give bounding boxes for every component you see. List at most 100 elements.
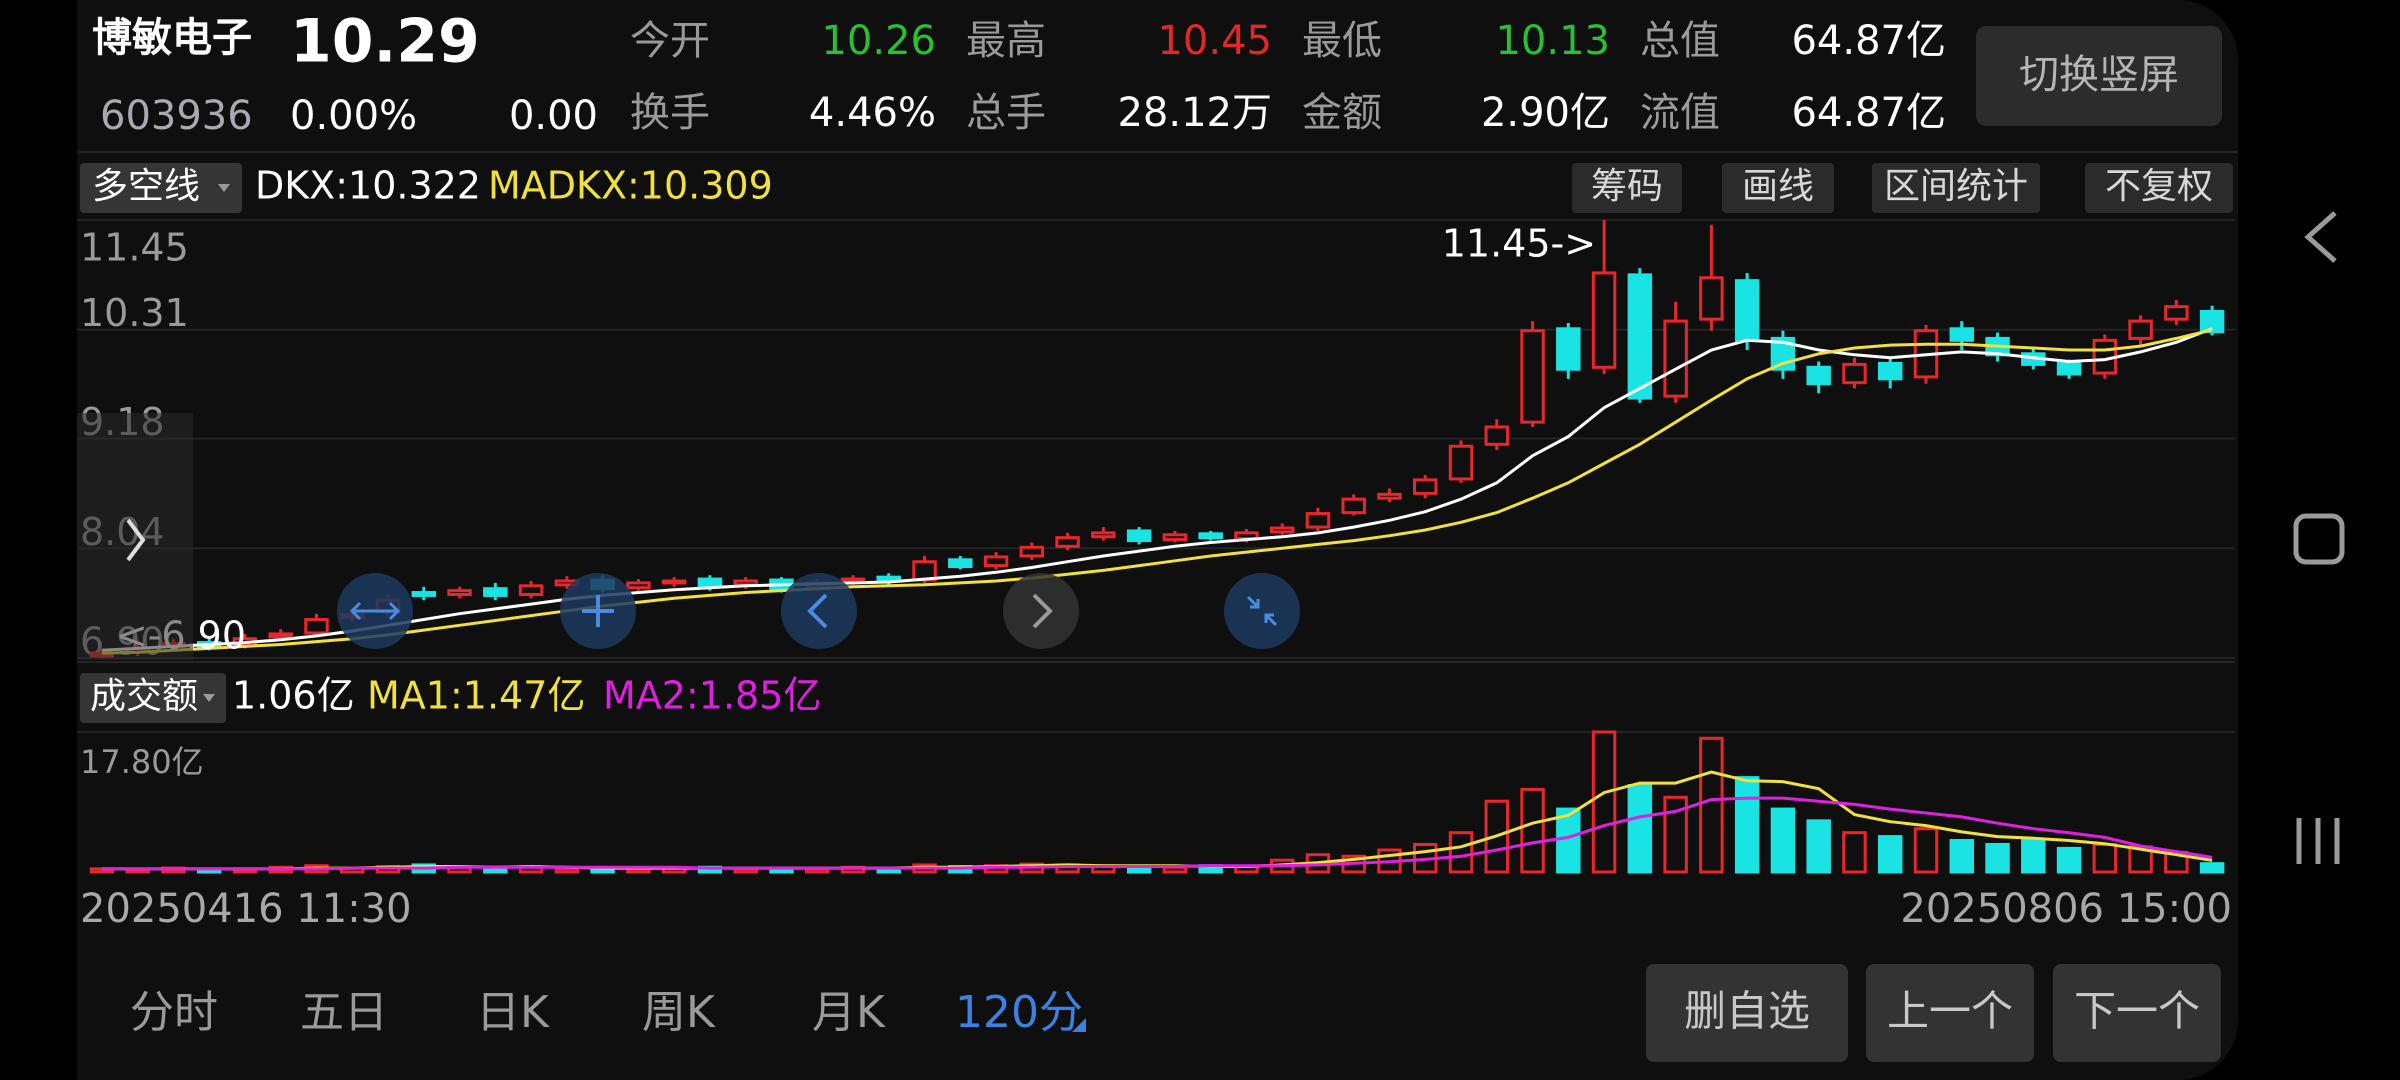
overlay-icon[interactable] — [807, 593, 828, 629]
candle-body — [268, 632, 293, 639]
overlay-button[interactable] — [337, 573, 413, 649]
overlay-icon[interactable] — [349, 601, 401, 621]
tab[interactable]: 周K — [642, 987, 716, 1038]
quote-value: 28.12万 — [1117, 90, 1272, 136]
indicator-name[interactable]: 多空线 — [92, 166, 200, 207]
volume-indicator-bg[interactable] — [80, 673, 226, 723]
quote-value: 10.26 — [821, 18, 936, 64]
candle-body — [2056, 361, 2082, 376]
volume-indicator-select[interactable]: 成交额 — [80, 673, 226, 723]
candle-body — [411, 591, 437, 597]
quote-value: 10.13 — [1495, 18, 1610, 64]
tool-button[interactable]: 不复权 — [2085, 163, 2233, 213]
candle-body — [948, 558, 973, 569]
bottom-button-text[interactable]: 下一个 — [2074, 987, 2200, 1036]
dropdown-arrow[interactable] — [203, 694, 215, 702]
switch-button-text[interactable]: 切换竖屏 — [2019, 52, 2179, 98]
tool-button[interactable]: 区间统计 — [1872, 163, 2040, 213]
candle-body — [661, 579, 687, 585]
candle-body — [1663, 319, 1688, 398]
candle-body — [1126, 529, 1152, 543]
overlay-button-bg[interactable] — [1224, 573, 1300, 649]
overlay-icon[interactable] — [1032, 593, 1053, 629]
overlay-button[interactable] — [560, 573, 636, 649]
quote-value: 10.45 — [1157, 18, 1272, 64]
candle-body — [1055, 536, 1080, 548]
legend-madkx: MADKX:10.309 — [488, 164, 773, 208]
candle-body — [2199, 309, 2225, 334]
candle-body — [1949, 327, 1974, 342]
volume-bar — [2056, 846, 2082, 874]
volume-bar — [554, 867, 580, 874]
quote-label: 最低 — [1302, 18, 1382, 64]
switch-button[interactable]: 切换竖屏 — [1976, 26, 2222, 126]
volume-bar — [1520, 787, 1545, 874]
side-handle[interactable] — [77, 413, 193, 660]
change: 0.00 — [509, 93, 598, 139]
candle-body — [1377, 492, 1402, 500]
bottom-button-bg[interactable] — [1646, 964, 1848, 1062]
candle-body — [1877, 361, 1903, 381]
volume-indicator-name[interactable]: 成交额 — [90, 676, 198, 717]
tool-button-text[interactable]: 不复权 — [2105, 166, 2213, 207]
tool-button-text[interactable]: 区间统计 — [1884, 166, 2028, 207]
y-tick-label: 11.45 — [80, 226, 189, 270]
side-handle-icon[interactable] — [126, 518, 146, 562]
volume-bar — [1806, 819, 1831, 874]
tool-button-text[interactable]: 画线 — [1742, 166, 1814, 207]
overlay-button[interactable] — [1003, 573, 1079, 649]
nav-recent[interactable] — [2296, 818, 2340, 864]
overlay-button-bg[interactable] — [781, 573, 857, 649]
overlay-icon[interactable] — [1246, 595, 1278, 627]
candle-body — [1341, 497, 1366, 515]
nav-back-icon[interactable] — [2304, 211, 2337, 263]
candle-body — [1627, 273, 1653, 400]
tab[interactable]: 月K — [812, 987, 886, 1038]
tool-button-bg[interactable] — [1572, 163, 1682, 213]
tab[interactable]: 分时 — [130, 987, 218, 1038]
tool-button-bg[interactable] — [1722, 163, 1834, 213]
indicator-select-bg[interactable] — [80, 163, 242, 213]
overlay-button[interactable] — [1224, 573, 1300, 649]
candle-body — [1734, 279, 1760, 342]
candle-body — [1520, 329, 1545, 424]
tool-button-bg[interactable] — [1872, 163, 2040, 213]
quote-label: 今开 — [630, 18, 710, 64]
tool-button[interactable]: 筹码 — [1572, 163, 1682, 213]
tool-button-bg[interactable] — [2085, 163, 2233, 213]
candle-body — [1484, 425, 1510, 446]
nav-home[interactable] — [2293, 513, 2345, 565]
bottom-button[interactable]: 上一个 — [1866, 964, 2034, 1062]
bottom-button-text[interactable]: 上一个 — [1887, 987, 2013, 1036]
overlay-button-bg[interactable] — [1003, 573, 1079, 649]
switch-button-bg[interactable] — [1976, 26, 2222, 126]
indicator-select[interactable]: 多空线 — [80, 163, 242, 213]
left-edge — [0, 0, 77, 1080]
x-label: 20250416 11:30 — [80, 886, 412, 932]
nav-back[interactable] — [2304, 211, 2337, 263]
bottom-button-text[interactable]: 删自选 — [1684, 987, 1810, 1036]
tool-button-text[interactable]: 筹码 — [1591, 166, 1663, 207]
tab-active[interactable]: 120分 — [955, 987, 1083, 1038]
volume-bar — [1448, 831, 1474, 874]
bottom-button[interactable]: 下一个 — [2053, 964, 2221, 1062]
y-tick-label: 17.80亿 — [80, 743, 204, 781]
dropdown-arrow[interactable] — [218, 184, 230, 192]
tool-button[interactable]: 画线 — [1722, 163, 1834, 213]
volume-legend-ma1: MA1:1.47亿 — [367, 674, 585, 718]
quote-label: 总手 — [966, 90, 1046, 136]
bottom-button-bg[interactable] — [2053, 964, 2221, 1062]
bottom-button[interactable]: 删自选 — [1646, 964, 1848, 1062]
candle-body — [447, 589, 472, 596]
candle-body — [1806, 365, 1831, 386]
tab[interactable]: 五日 — [300, 987, 388, 1038]
bottom-button-bg[interactable] — [1866, 964, 2034, 1062]
x-label: 20250806 15:00 — [1900, 886, 2232, 932]
candle-body — [518, 584, 544, 596]
tab[interactable]: 日K — [476, 987, 550, 1038]
nav-recent-icon[interactable] — [2296, 818, 2340, 864]
candle-body — [2128, 319, 2153, 340]
overlay-button[interactable] — [781, 573, 857, 649]
volume-bar — [2092, 842, 2118, 874]
overlay-icon[interactable] — [582, 595, 614, 627]
